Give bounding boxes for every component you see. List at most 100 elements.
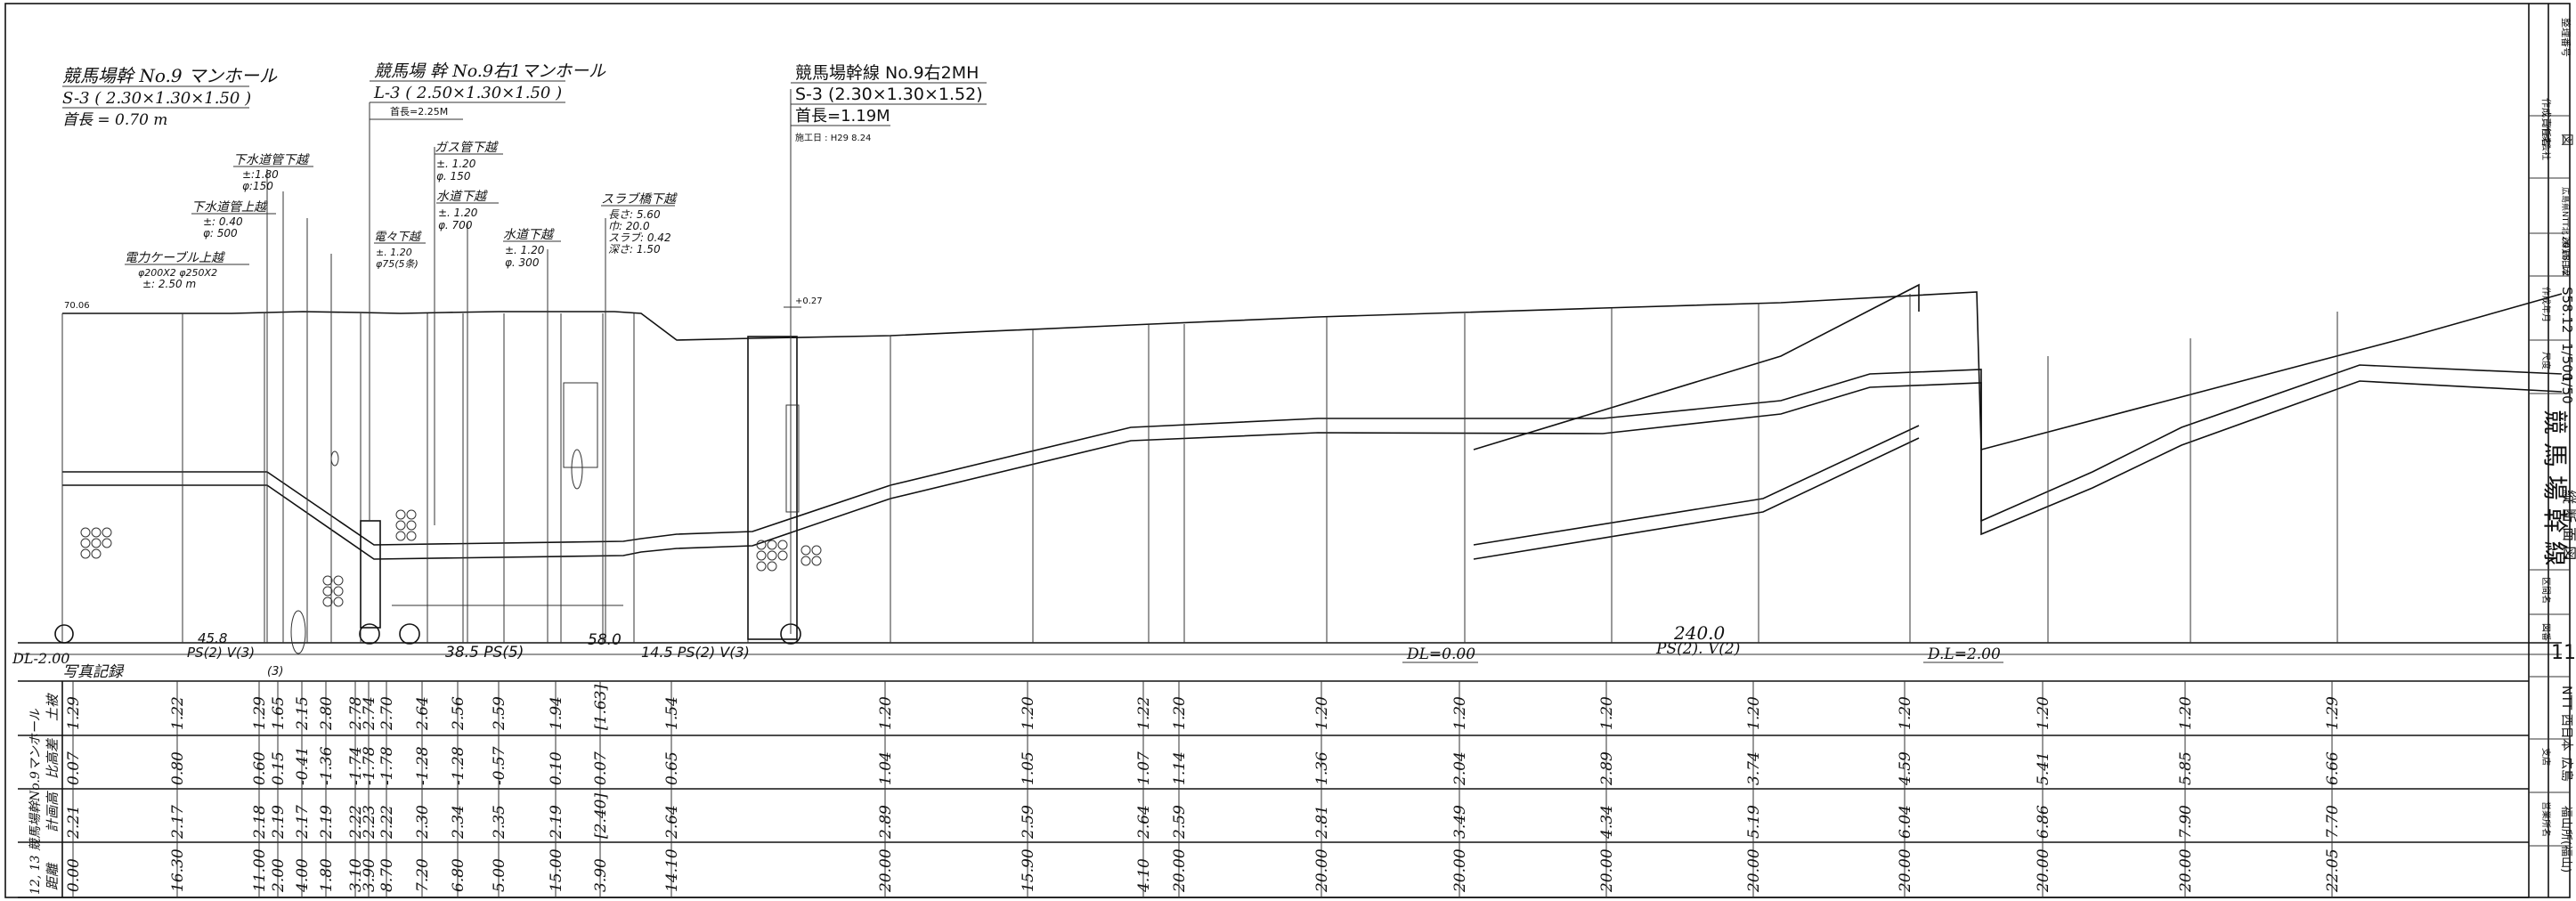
station-value: 3.49 <box>1451 805 1469 839</box>
tb-sheet-no: 図 <box>2559 134 2573 146</box>
crossing-2-l1: φ200X2 φ250X2 <box>138 267 217 279</box>
tb-office-label: 営業所名 <box>2540 801 2552 837</box>
station-value: 1.05 <box>1020 751 1037 785</box>
station-value: -0.57 <box>491 746 508 785</box>
crossing-5-l1: ±. 1.20 <box>438 207 478 219</box>
station-value: 2.64 <box>1135 805 1153 840</box>
station-value: 2.81 <box>1313 805 1331 840</box>
station-value: 20.00 <box>1171 848 1189 893</box>
station-value: 1.22 <box>169 696 187 730</box>
station-value: 0.00 <box>65 858 83 892</box>
station-value: 2.19 <box>270 805 288 840</box>
station-value: 1.07 <box>1135 751 1153 785</box>
station-value: 5.85 <box>2177 751 2195 785</box>
station-value: -1.78 <box>378 746 396 785</box>
pipe-bottom-line <box>62 380 2563 560</box>
manhole-box-2 <box>747 336 798 640</box>
conduit-groups <box>80 509 822 607</box>
crossing-3-l1: ±. 1.20 <box>376 247 412 258</box>
tb-author-label: 作成責任者 <box>2540 98 2553 147</box>
slab-box <box>563 382 598 468</box>
station-value: -0.41 <box>294 746 312 785</box>
station-value: 1.20 <box>1598 696 1616 730</box>
station-value: 2.89 <box>1598 751 1616 786</box>
station-value: 1.20 <box>1020 696 1037 730</box>
station-value: 6.04 <box>1897 805 1914 839</box>
station-value: 22.05 <box>2324 848 2342 893</box>
crossing-0-l2: φ:150 <box>242 180 273 192</box>
station-value: 5.41 <box>2035 751 2052 785</box>
station-value: 0.60 <box>251 751 269 785</box>
photo-record-label: 写真記録 <box>62 663 125 681</box>
crossing-6-l1: ±. 1.20 <box>505 244 545 256</box>
manhole-3-spec: S-3 (2.30×1.30×1.52) <box>795 85 983 104</box>
station-value: 11.00 <box>251 848 269 892</box>
station-value: 2.23 <box>361 805 378 840</box>
station-value: 2.59 <box>1171 805 1189 840</box>
station-value: 1.94 <box>548 696 565 730</box>
crossing-1-l2: φ: 500 <box>203 227 238 239</box>
ground-line-2 <box>1473 283 1920 450</box>
tb-sheet-label: 図番 <box>2540 623 2551 641</box>
manhole-1-spec: S-3 ( 2.30×1.30×1.50 ) <box>62 89 251 108</box>
span-label-1: PS(2) V(3) <box>187 645 255 661</box>
water-pipe-ellipse <box>330 450 339 467</box>
crossing-0-title: 下水道管下越 <box>233 153 310 167</box>
station-value: [2.40] <box>592 793 610 839</box>
manhole-marker-0 <box>54 624 74 644</box>
crossing-2-title: 電力ケーブル上越 <box>125 251 225 265</box>
crossing-7-l4: 深さ: 1.50 <box>608 243 661 256</box>
station-value: 1.36 <box>1313 751 1331 785</box>
crossing-notes: 下水道管下越 ±:1.80 φ:150 下水道管上越 ±: 0.40 φ: 50… <box>125 141 678 290</box>
station-value: 3.90 <box>592 858 610 892</box>
station-value: 1.20 <box>1745 696 1763 730</box>
manhole-3-name: 競馬場幹線 No.9右2MH <box>795 63 979 83</box>
datum-level-right: D.L=2.00 <box>1927 645 2001 663</box>
station-value: 7.70 <box>2324 805 2342 839</box>
station-value: 1.80 <box>318 858 336 892</box>
crossing-5-l2: φ. 700 <box>438 219 473 231</box>
station-value: 4.34 <box>1598 805 1616 840</box>
station-value: 20.00 <box>1451 848 1469 893</box>
datum-level-mid: DL=0.00 <box>1406 645 1475 663</box>
station-value: -1.28 <box>414 746 432 785</box>
manhole-2-neck: 首長=2.25M <box>390 105 448 118</box>
station-value: 1.65 <box>270 696 288 730</box>
crossing-6-l2: φ. 300 <box>505 256 540 269</box>
tb-sheet: 11 <box>2551 642 2576 664</box>
station-value: 2.89 <box>877 805 895 840</box>
crossing-4-l2: φ. 150 <box>436 170 471 183</box>
station-value: 0.07 <box>592 751 610 785</box>
station-value: 2.30 <box>414 805 432 840</box>
tb-route: 競 馬 場 幹 線 <box>2540 410 2570 566</box>
crossing-7-title: スラブ橋下越 <box>601 192 678 207</box>
station-value: 1.20 <box>2177 696 2195 730</box>
station-value: 20.00 <box>2035 848 2052 893</box>
tb-maker-label: 作成会社 <box>2540 125 2552 160</box>
station-value: 1.20 <box>1451 696 1469 730</box>
crossing-gas: ガス管下越 ±. 1.20 φ. 150 <box>435 141 503 183</box>
manhole-note-1: 競馬場幹 No.9 マンホール S-3 ( 2.30×1.30×1.50 ) 首… <box>62 65 278 129</box>
crossing-4-l1: ±. 1.20 <box>436 158 476 170</box>
station-value: 2.34 <box>450 805 467 840</box>
tb-drawing-name: 縦 断 面 図 <box>2561 490 2576 560</box>
manhole-note-3: 競馬場幹線 No.9右2MH S-3 (2.30×1.30×1.52) 首長=1… <box>791 63 987 143</box>
station-value: 1.29 <box>2324 696 2342 730</box>
crossing-slab: スラブ橋下越 長さ: 5.60 巾: 20.0 スラブ: 0.42 深さ: 1.… <box>601 192 678 256</box>
crossing-2-l2: ±: 2.50 m <box>142 278 196 290</box>
row-label-rise: 比高差 <box>45 737 61 779</box>
station-value: 1.20 <box>1313 696 1331 730</box>
station-value: 20.00 <box>1745 848 1763 893</box>
pipe-bottom-2 <box>1473 437 1920 560</box>
station-columns: 1.29 0.07 2.21 0.00 1.22 0.80 2.17 16.30 1.29 0.6… <box>65 681 2342 897</box>
station-value: 6.86 <box>2035 805 2052 839</box>
station-value: 2.19 <box>548 805 565 840</box>
span-label-3: 38.5 PS(5) <box>445 644 524 662</box>
pipe-top-line <box>62 364 2563 546</box>
station-value: 4.00 <box>294 858 312 893</box>
station-value: -1.78 <box>361 746 378 785</box>
station-value: 20.00 <box>1897 848 1914 893</box>
station-value: 6.66 <box>2324 751 2342 785</box>
station-value: 3.10 <box>347 858 365 892</box>
station-value: 1.20 <box>877 696 895 730</box>
